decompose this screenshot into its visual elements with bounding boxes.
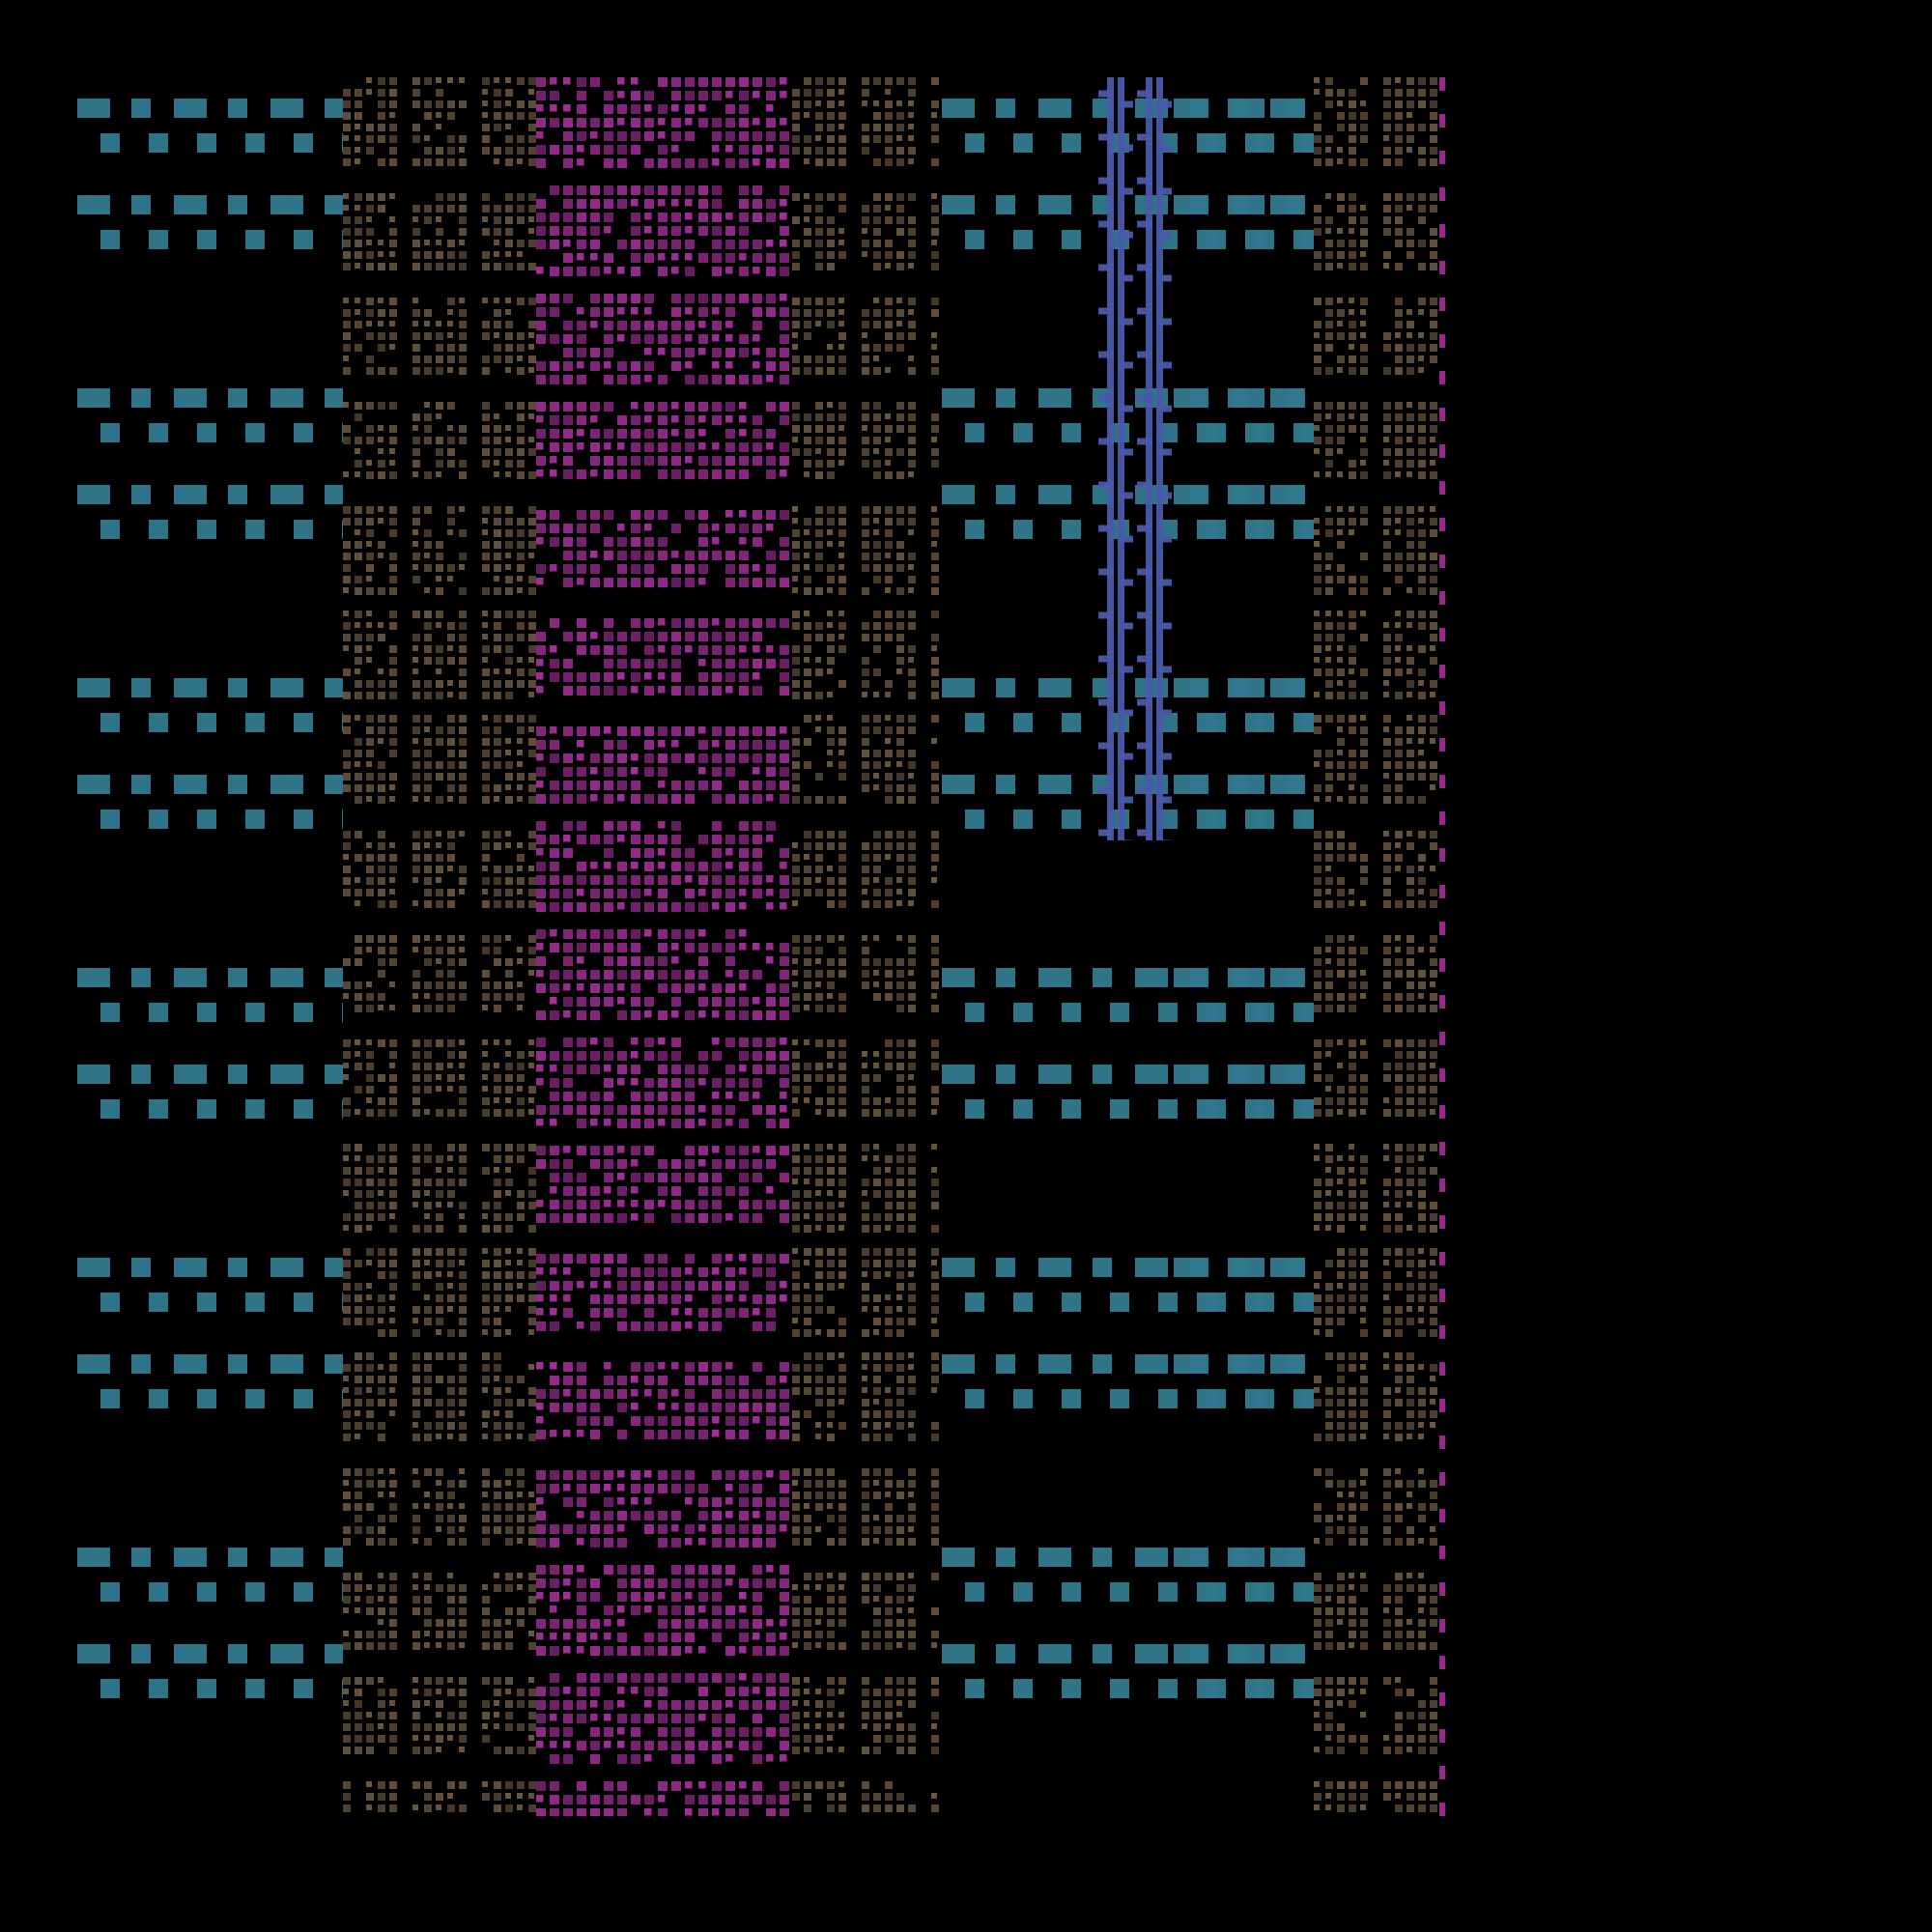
pattern-motif-fine-dot-grid <box>343 77 536 1812</box>
pattern-band-band-tan-left <box>343 0 536 1932</box>
pattern-band-body-band-tan-center <box>792 77 942 1816</box>
pattern-band-band-indigo-crosses <box>1096 0 1174 1932</box>
pattern-band-band-magenta-edge <box>1439 0 1451 1932</box>
pattern-motif-fine-dot-grid <box>792 77 939 1812</box>
pattern-band-body-band-magenta-edge <box>1439 77 1451 1816</box>
pattern-motif-brick-weave <box>77 99 343 1698</box>
pattern-band-band-tan-center <box>792 0 942 1932</box>
pattern-band-body-band-magenta-center <box>536 77 792 1816</box>
pattern-band-band-magenta-center <box>536 0 792 1932</box>
pattern-band-band-teal-right-2 <box>1174 0 1314 1932</box>
pattern-band-body-band-tan-right <box>1314 77 1444 1816</box>
pattern-band-body-band-tan-left <box>343 77 536 1816</box>
pattern-motif-brick-weave <box>1174 99 1313 1698</box>
pattern-band-body-band-indigo-crosses <box>1096 77 1174 840</box>
pattern-band-band-tan-right <box>1314 0 1444 1932</box>
pattern-band-body-band-teal-left <box>77 77 343 1816</box>
pattern-motif-thread-line <box>1439 77 1445 1816</box>
pattern-motif-fine-dot-grid <box>1314 77 1437 1812</box>
pattern-motif-cross-glyph <box>1098 77 1172 840</box>
pattern-band-body-band-teal-right-2 <box>1174 77 1314 1816</box>
pattern-band-band-teal-left <box>77 0 343 1932</box>
pattern-motif-fine-dot-grid <box>536 77 789 1816</box>
